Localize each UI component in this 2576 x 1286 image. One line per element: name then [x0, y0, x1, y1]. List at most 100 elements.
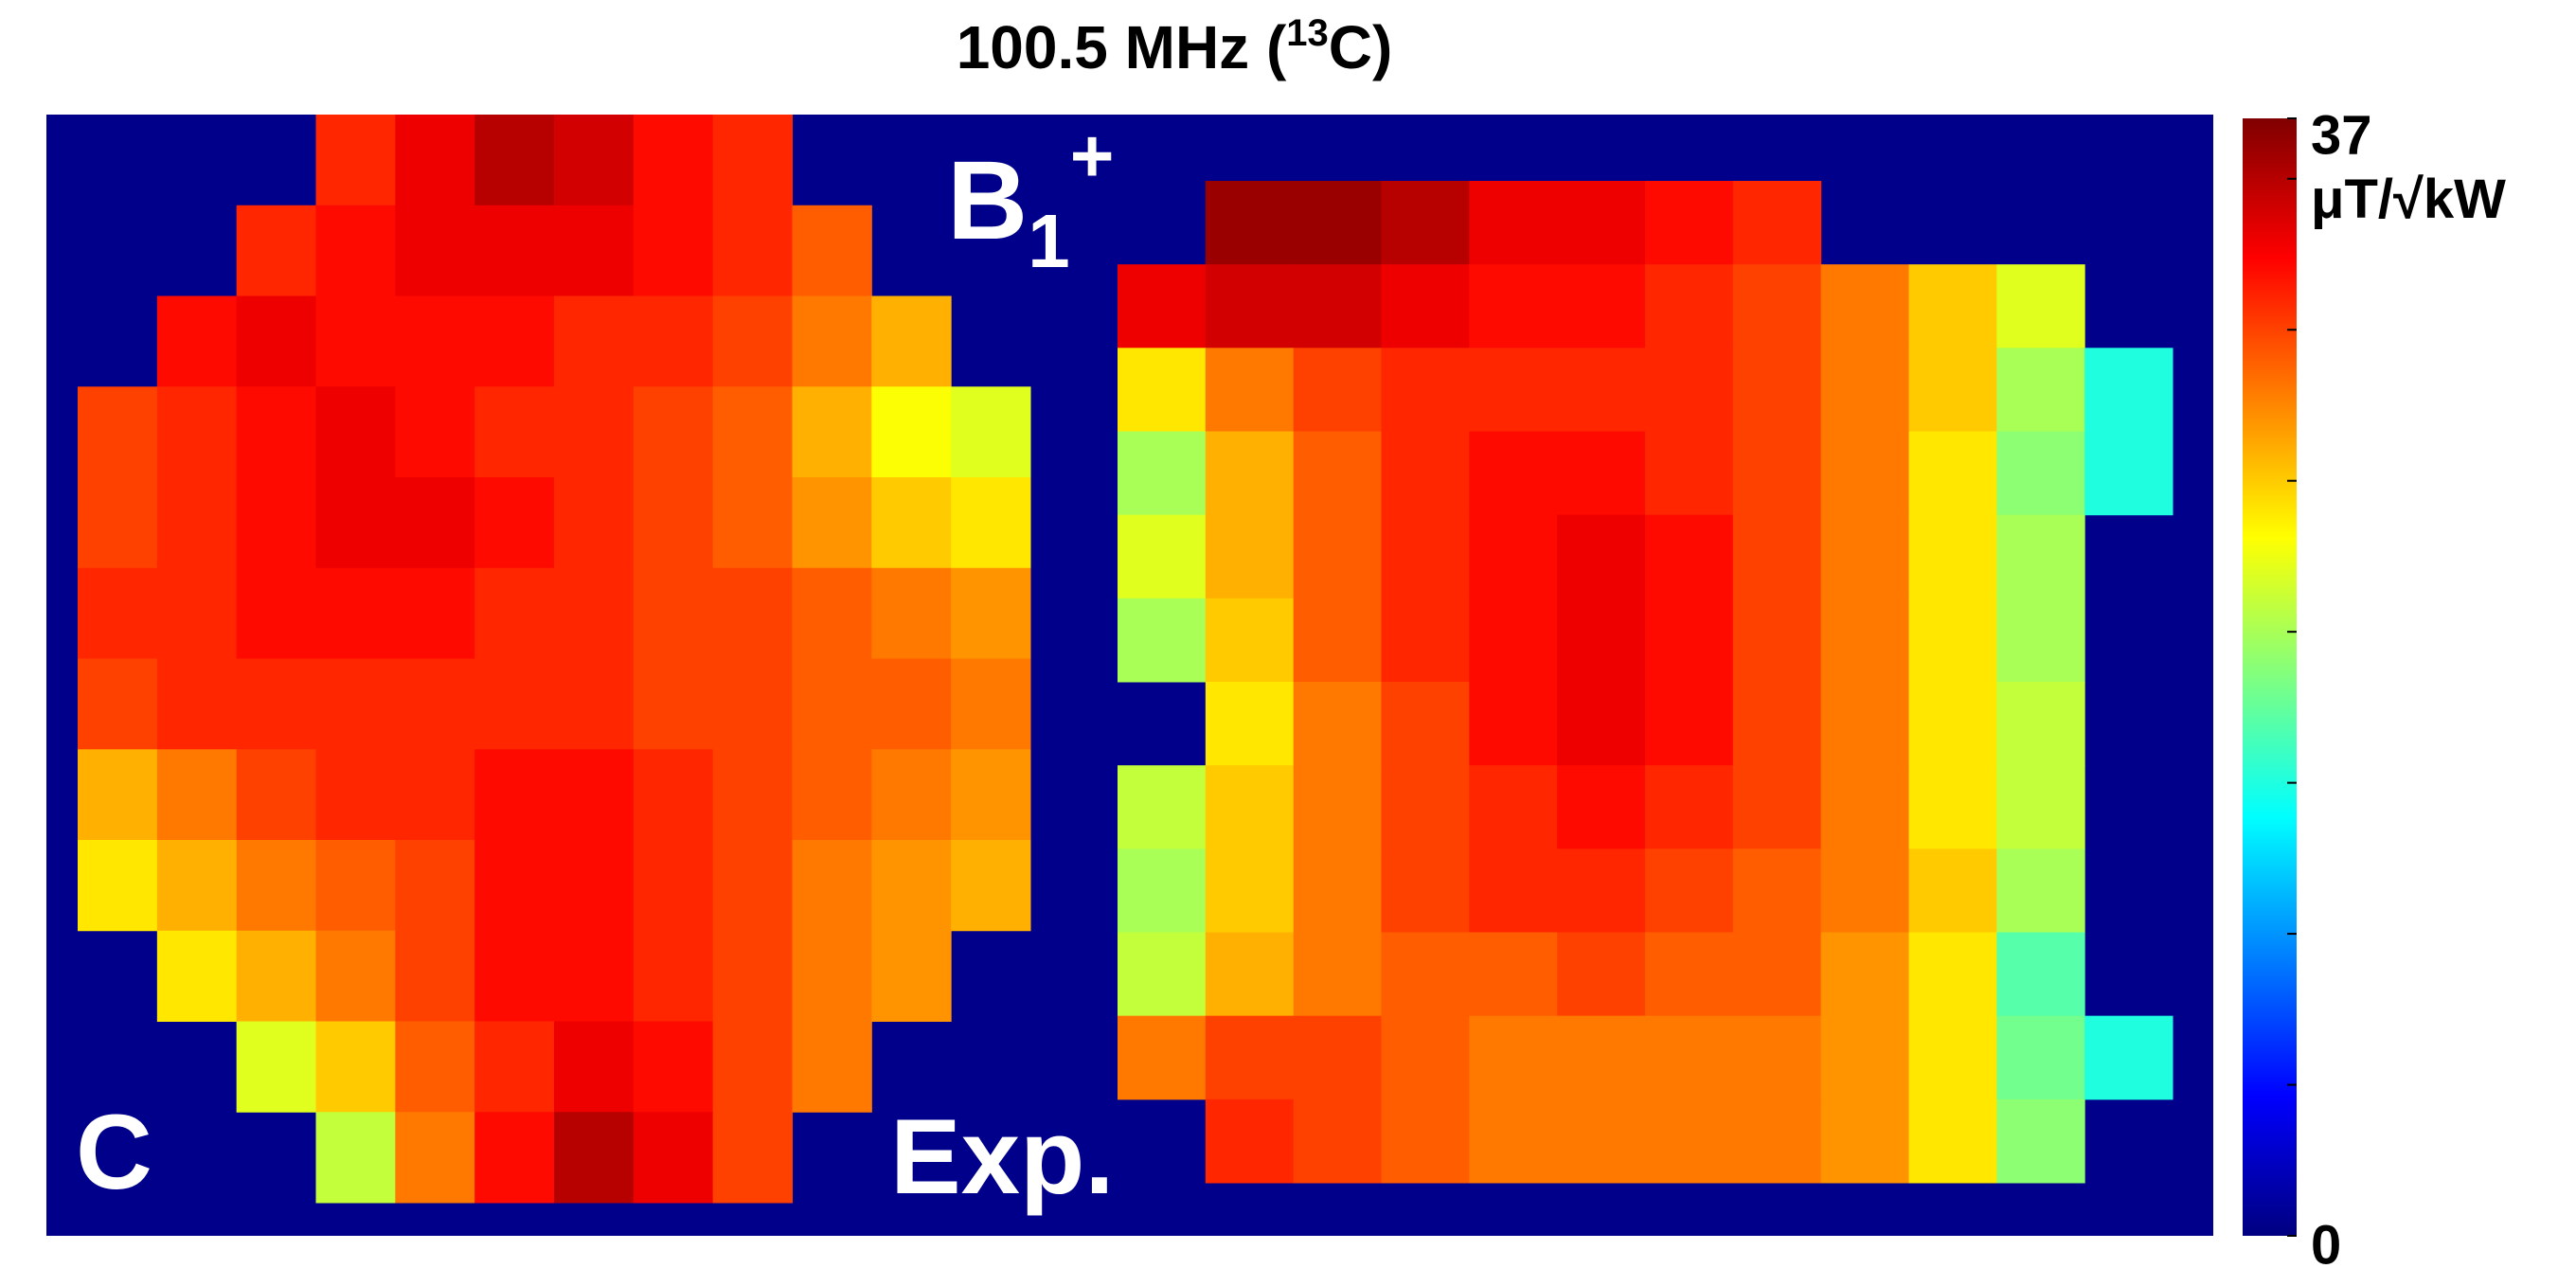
heat-cell: [1645, 1098, 1734, 1184]
heat-cell: [1645, 932, 1734, 1017]
heat-cell: [474, 567, 555, 659]
heat-cell: [1293, 1015, 1382, 1100]
heat-cell: [871, 477, 952, 569]
heat-cell: [156, 930, 238, 1022]
colorbar-unit: μT/√kW: [2311, 169, 2506, 230]
heat-cell: [554, 386, 635, 478]
heat-cell: [395, 477, 475, 569]
heat-cell: [792, 295, 872, 387]
heat-cell: [554, 930, 635, 1022]
heat-cell: [792, 386, 872, 478]
heat-cell: [633, 840, 714, 932]
heat-cell: [1381, 598, 1470, 683]
heat-cell: [792, 930, 872, 1022]
heat-cell: [1118, 765, 1207, 849]
heat-cell: [156, 477, 238, 569]
heat-cell: [871, 840, 952, 932]
heat-cell: [236, 295, 316, 387]
heat-cell: [1205, 514, 1295, 599]
heat-cell: [1381, 514, 1470, 599]
heat-cell: [1732, 181, 1822, 265]
heat-cell: [1205, 682, 1295, 766]
heat-cell: [315, 115, 396, 206]
heat-cell: [1820, 348, 1909, 432]
heat-cell: [1293, 682, 1382, 766]
heat-cell: [712, 930, 793, 1022]
heat-cell: [1205, 1098, 1295, 1184]
heat-cell: [1908, 1015, 1997, 1100]
heat-cell: [1820, 932, 1909, 1017]
maps: [78, 115, 2174, 1204]
heat-cell: [1381, 932, 1470, 1017]
heat-cell: [1557, 765, 1646, 849]
heat-cell: [315, 386, 396, 478]
heat-cell: [633, 1112, 714, 1204]
heat-cell: [1908, 932, 1997, 1017]
heat-cell: [1469, 514, 1558, 599]
heat-cell: [633, 567, 714, 659]
heat-cell: [554, 477, 635, 569]
heat-cell: [1732, 765, 1822, 849]
heat-cell: [1996, 682, 2085, 766]
heat-cell: [951, 386, 1031, 478]
heat-cell: [1996, 1015, 2085, 1100]
heat-cell: [474, 749, 555, 841]
heat-cell: [1820, 682, 1909, 766]
heat-cell: [2084, 348, 2174, 432]
title: 100.5 MHz (13C): [957, 12, 1393, 81]
heat-cell: [78, 567, 158, 659]
heat-cell: [236, 567, 316, 659]
heat-cell: [1908, 765, 1997, 849]
title-text: 100.5 MHz (: [957, 13, 1287, 81]
heat-cell: [1908, 264, 1997, 348]
heat-cell: [1557, 1015, 1646, 1100]
heat-cell: [315, 1112, 396, 1204]
heat-cell: [315, 658, 396, 750]
heat-cell: [1820, 765, 1909, 849]
heat-cell: [554, 1112, 635, 1204]
heat-cell: [1732, 348, 1822, 432]
heat-cell: [951, 658, 1031, 750]
heat-cell: [633, 295, 714, 387]
heat-cell: [792, 477, 872, 569]
heat-cell: [1381, 765, 1470, 849]
heat-cell: [1645, 765, 1734, 849]
heat-cell: [792, 567, 872, 659]
heat-cell: [951, 749, 1031, 841]
heat-cell: [1557, 682, 1646, 766]
heat-cell: [78, 477, 158, 569]
heat-cell: [871, 658, 952, 750]
heat-cell: [2084, 1015, 2174, 1100]
heat-cell: [1996, 848, 2085, 933]
heat-cell: [1820, 848, 1909, 933]
heat-cell: [474, 205, 555, 296]
heat-cell: [712, 749, 793, 841]
heat-cell: [1996, 932, 2085, 1017]
heat-cell: [236, 658, 316, 750]
heat-cell: [474, 477, 555, 569]
heat-cell: [1732, 1098, 1822, 1184]
heat-cell: [712, 115, 793, 206]
heat-cell: [474, 840, 555, 932]
heat-cell: [156, 749, 238, 841]
heat-cell: [1469, 264, 1558, 348]
title-superscript: 13: [1286, 12, 1329, 54]
heat-cell: [78, 658, 158, 750]
heat-cell: [554, 295, 635, 387]
heat-cell: [1205, 348, 1295, 432]
heat-cell: [1732, 1015, 1822, 1100]
b1-superscript: +: [1070, 114, 1115, 198]
heat-cell: [633, 386, 714, 478]
heat-cell: [1469, 682, 1558, 766]
heat-cell: [1205, 1015, 1295, 1100]
heat-cell: [1645, 514, 1734, 599]
heat-cell: [1205, 932, 1295, 1017]
heat-cell: [1469, 1098, 1558, 1184]
heat-cell: [1732, 598, 1822, 683]
heat-cell: [236, 930, 316, 1022]
heat-cell: [395, 295, 475, 387]
heat-cell: [1557, 932, 1646, 1017]
heat-cell: [395, 1021, 475, 1113]
heat-cell: [871, 567, 952, 659]
